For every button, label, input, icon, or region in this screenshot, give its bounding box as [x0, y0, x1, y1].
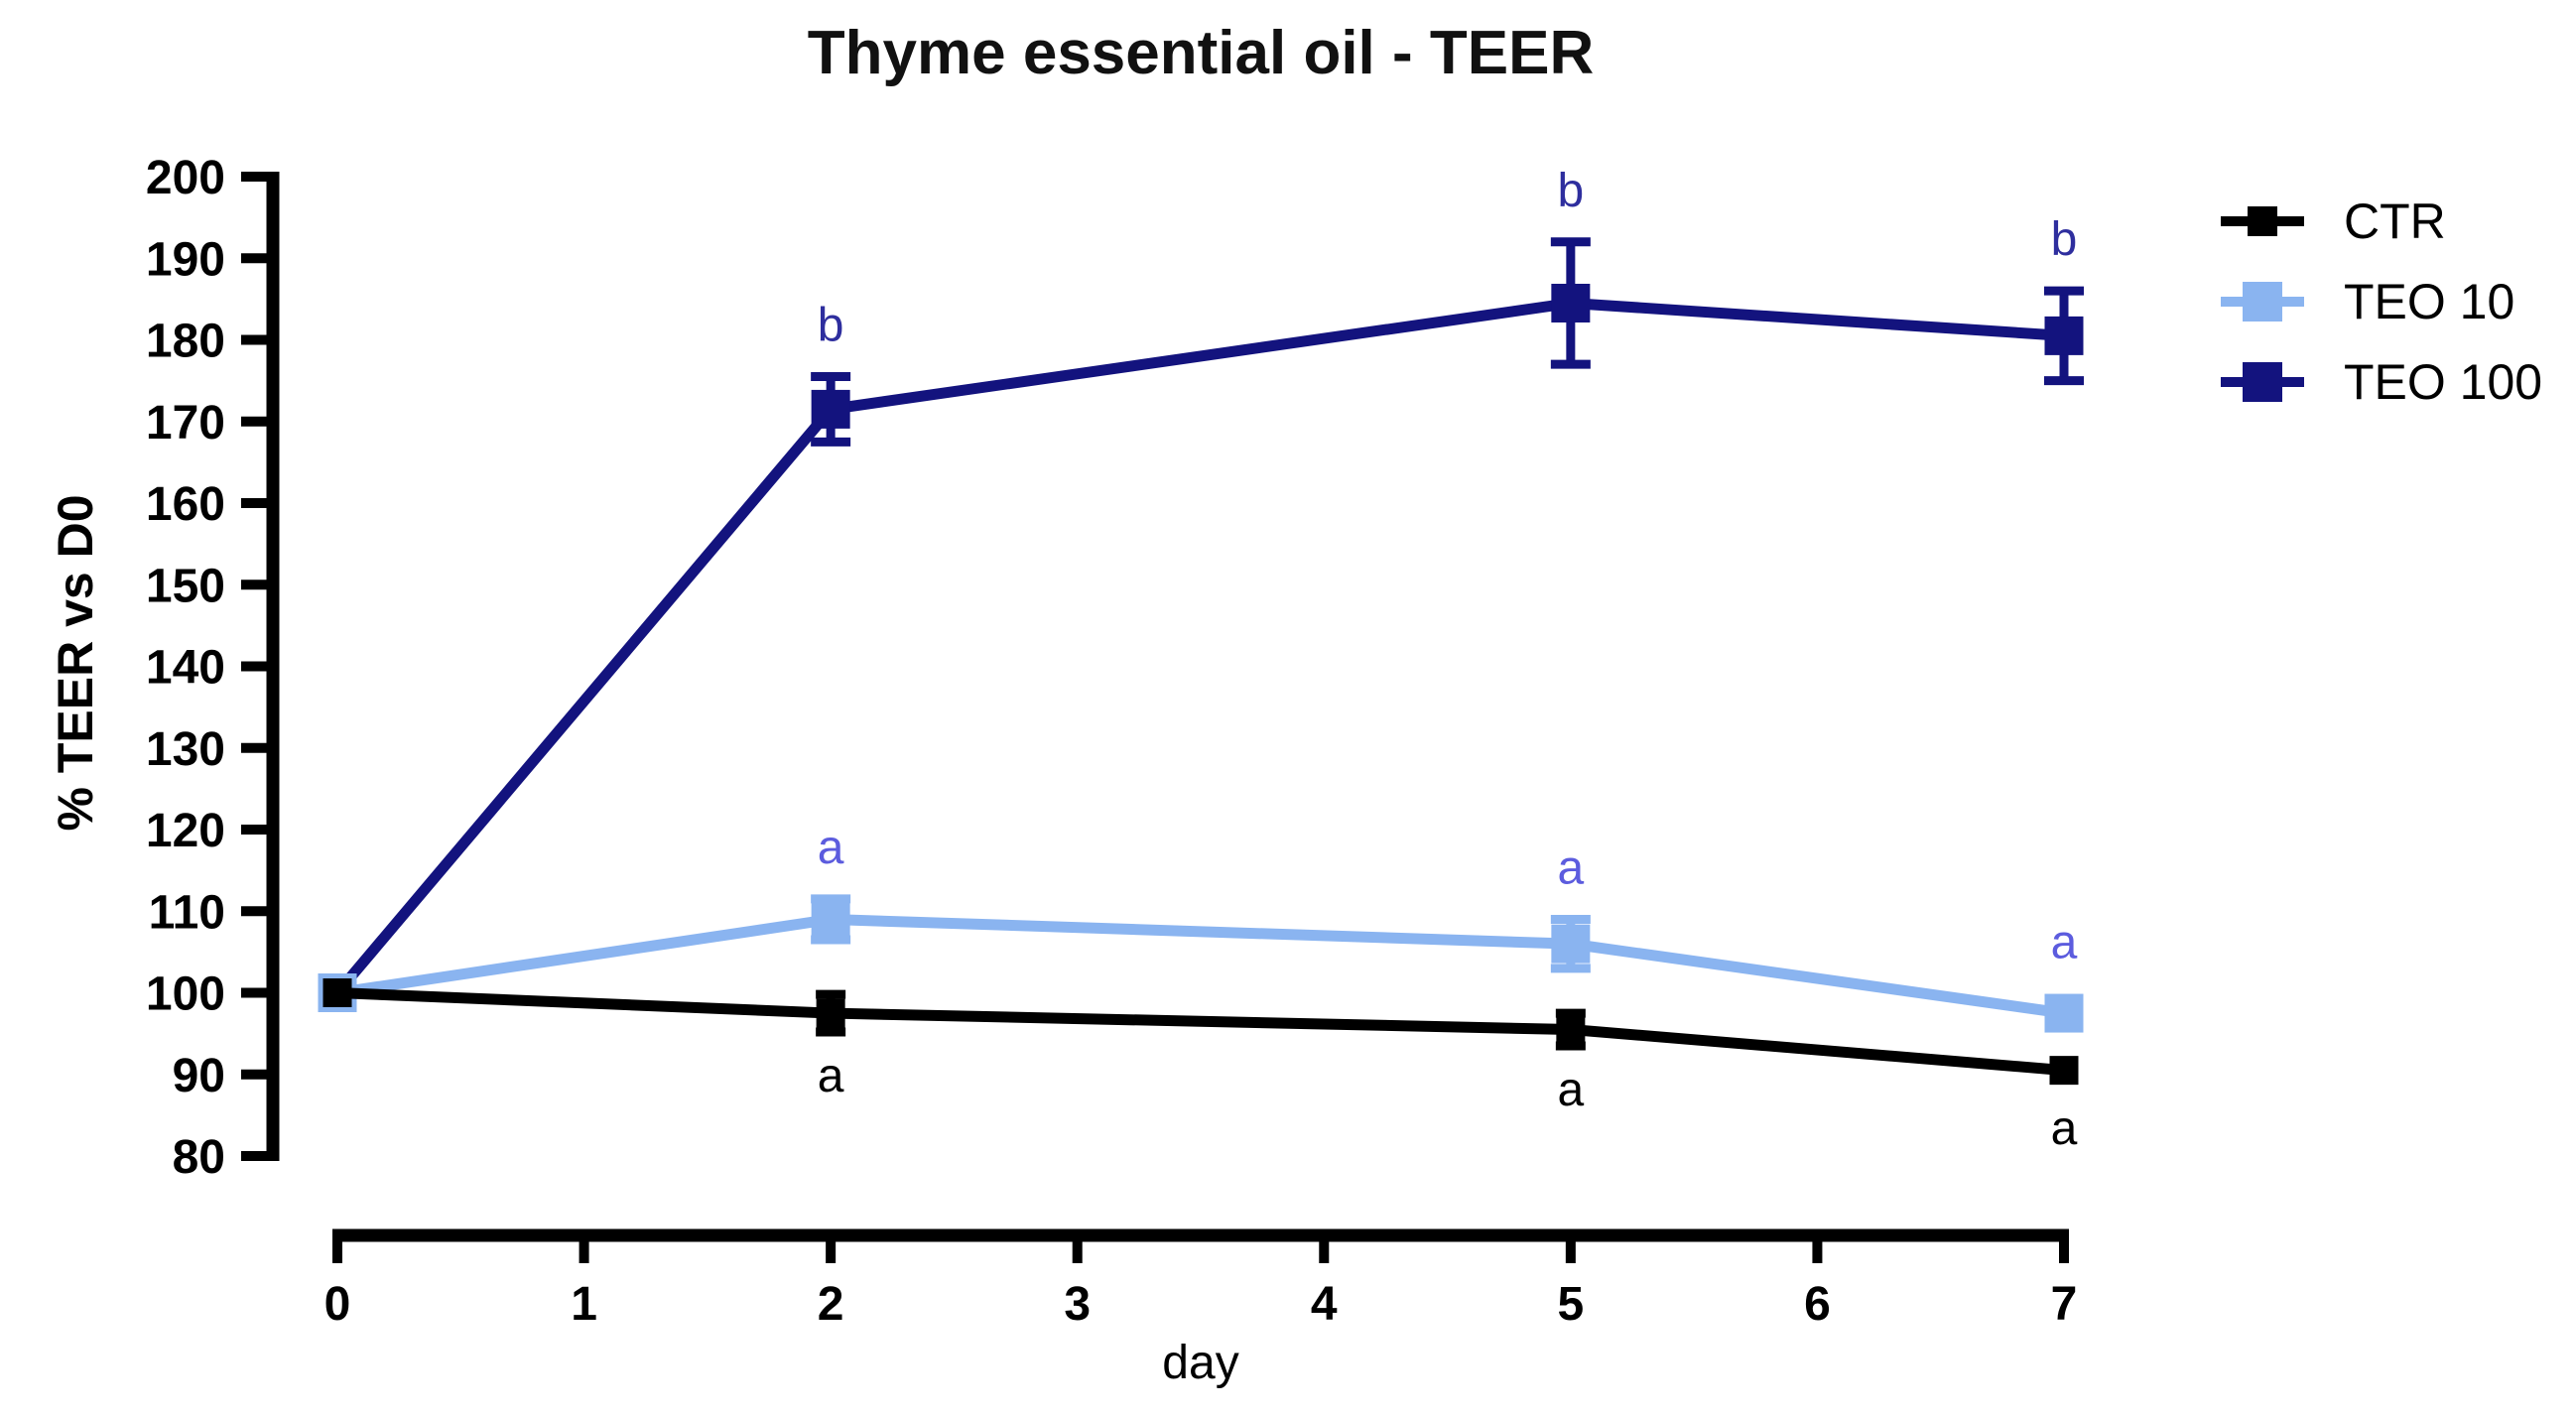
y-tick-label: 130: [146, 723, 225, 776]
y-tick-label: 140: [146, 642, 225, 695]
y-tick-label: 200: [146, 152, 225, 204]
series-line-teo-100: [332, 297, 2065, 997]
y-tick-label: 190: [146, 233, 225, 286]
legend: CTR TEO 10 TEO 100: [2221, 181, 2542, 422]
sig-label-b-day5: b: [1558, 165, 1585, 217]
sig-label-b-day7: b: [2051, 213, 2078, 266]
sig-label-b-day2: b: [818, 300, 844, 352]
marker-teo-10-day2: [811, 899, 850, 939]
x-tick-label: 4: [1311, 1278, 1338, 1331]
marker-teo-100-day2: [811, 389, 850, 429]
sig-label-a-day5: a: [1558, 1064, 1585, 1116]
y-tick-label: 80: [173, 1131, 225, 1184]
sig-label-a-day7: a: [2051, 1102, 2078, 1155]
y-tick-label: 90: [173, 1050, 225, 1102]
marker-teo-100-day7: [2044, 316, 2084, 355]
sig-label-a-day5: a: [1558, 841, 1585, 894]
legend-swatch-teo100: [2221, 361, 2304, 402]
y-tick-label: 170: [146, 397, 225, 450]
x-axis-label: day: [1162, 1337, 1239, 1389]
x-tick-label: 2: [818, 1278, 844, 1331]
legend-item-ctr: CTR: [2221, 181, 2542, 261]
sig-label-a-day2: a: [818, 1050, 844, 1102]
marker-teo-100-day5: [1551, 283, 1591, 322]
legend-swatch-ctr: [2221, 201, 2304, 241]
legend-item-teo100: TEO 100: [2221, 341, 2542, 422]
legend-swatch-teo10: [2221, 281, 2304, 322]
legend-item-teo10: TEO 10: [2221, 261, 2542, 341]
x-tick-label: 5: [1558, 1278, 1585, 1331]
y-tick-label: 120: [146, 805, 225, 857]
y-tick-label: 180: [146, 316, 225, 368]
legend-label-teo10: TEO 10: [2344, 273, 2515, 329]
marker-teo-10-day5: [1551, 924, 1591, 964]
x-tick-label: 3: [1064, 1278, 1091, 1331]
x-tick-label: 0: [324, 1278, 351, 1331]
x-tick-label: 1: [571, 1278, 597, 1331]
marker-ctr-day5: [1556, 1015, 1586, 1045]
chart-title: Thyme essential oil - TEER: [807, 19, 1595, 87]
legend-label-ctr: CTR: [2344, 193, 2446, 249]
y-tick-label: 160: [146, 478, 225, 531]
sig-label-a-day2: a: [818, 822, 844, 874]
series-line-teo-10: [336, 913, 2065, 1019]
x-tick-label: 6: [1804, 1278, 1831, 1331]
y-tick-label: 150: [146, 560, 225, 612]
sig-label-a-day7: a: [2051, 917, 2078, 969]
marker-teo-10-day7: [2044, 993, 2084, 1033]
marker-ctr-day2: [816, 998, 845, 1028]
legend-square-icon: [2248, 205, 2277, 236]
x-tick-label: 7: [2051, 1278, 2078, 1331]
legend-square-icon: [2243, 281, 2282, 322]
marker-ctr-day7: [2049, 1056, 2079, 1086]
legend-label-teo100: TEO 100: [2344, 353, 2543, 410]
marker-ctr-day0: [322, 978, 352, 1007]
series-line-ctr: [336, 987, 2065, 1077]
y-tick-label: 100: [146, 968, 225, 1021]
legend-square-icon: [2243, 361, 2282, 402]
y-tick-label: 110: [149, 886, 225, 939]
